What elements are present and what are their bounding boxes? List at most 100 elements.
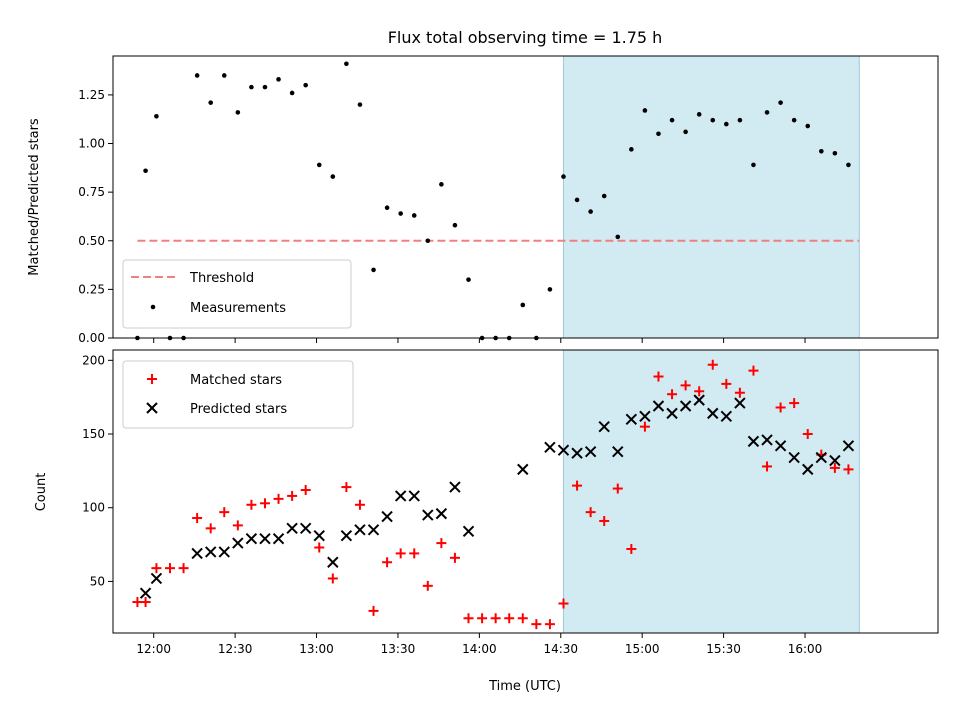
predicted-star-point — [774, 440, 787, 452]
matched-star-point — [151, 563, 162, 574]
measurement-point — [520, 302, 526, 308]
measurement-point — [629, 147, 634, 152]
matched-star-point — [517, 613, 528, 624]
matched-legend-marker — [147, 374, 157, 384]
predicted-star-point — [313, 530, 325, 542]
predicted-star-point — [571, 447, 583, 459]
predicted-star-point — [625, 413, 638, 425]
ratio-y-tick-label: 0.25 — [78, 282, 105, 296]
predicted-legend-label: Predicted stars — [190, 402, 287, 417]
matched-star-point — [694, 386, 705, 397]
matched-star-point — [314, 542, 325, 553]
ratio-y-tick-label: 1.00 — [78, 137, 105, 151]
predicted-star-point — [204, 546, 217, 558]
measurement-point — [832, 150, 838, 156]
predicted-star-point — [327, 556, 339, 568]
matched-star-point — [558, 598, 569, 609]
predicted-star-point — [707, 407, 719, 420]
predicted-star-point — [720, 410, 733, 423]
ratio-y-tick-label: 0.00 — [78, 331, 105, 345]
predicted-star-point — [788, 451, 800, 464]
measurement-point — [330, 174, 336, 179]
measurement-point — [425, 238, 431, 244]
predicted-star-point — [218, 546, 230, 558]
predicted-star-point — [734, 397, 746, 409]
predicted-star-point — [639, 410, 651, 423]
count-x-tick-label: 14:30 — [543, 642, 578, 656]
measurement-point — [615, 234, 621, 240]
measurement-point — [371, 267, 376, 273]
matched-star-point — [395, 548, 406, 559]
matched-star-point — [762, 461, 773, 472]
matched-star-point — [192, 513, 203, 524]
measurement-point — [439, 182, 444, 187]
count-x-tick-label: 15:30 — [706, 642, 741, 656]
measurement-point — [249, 84, 254, 90]
count-panel: 50 100 150 200 12:00 12:30 13:00 13:30 14:00 14:… — [34, 349, 939, 694]
measurement-point — [669, 117, 675, 123]
matched-star-point — [259, 498, 270, 509]
measurement-point — [276, 77, 281, 82]
matched-star-point — [639, 421, 650, 432]
matched-star-point — [246, 499, 257, 510]
measurement-point — [194, 73, 200, 78]
measurements-legend-label: Measurements — [190, 301, 286, 316]
predicted-star-point — [245, 532, 258, 545]
measurement-point — [357, 102, 363, 107]
predicted-star-point — [598, 420, 610, 433]
ratio-legend: Threshold Measurements — [122, 259, 352, 329]
count-y-tick-label: 100 — [82, 501, 105, 515]
measurement-point — [547, 287, 553, 292]
predicted-star-point — [381, 510, 393, 523]
count-y-axis-title: Count — [34, 473, 49, 512]
matched-star-point — [449, 552, 460, 563]
predicted-star-point — [802, 463, 814, 476]
matched-star-point — [721, 378, 732, 389]
count-x-tick-label: 16:00 — [788, 642, 823, 656]
matched-star-point — [368, 605, 379, 616]
matched-star-point — [205, 523, 216, 534]
measurement-point — [819, 148, 824, 154]
measurement-point — [398, 211, 403, 216]
count-x-tick-label: 14:00 — [462, 642, 497, 656]
measurement-point — [262, 84, 268, 90]
measurement-point — [642, 108, 648, 113]
measurement-point — [303, 82, 308, 88]
measurement-point — [588, 209, 593, 214]
predicted-star-point — [435, 507, 448, 520]
threshold-legend-label: Threshold — [189, 271, 254, 286]
measurement-point — [384, 205, 390, 210]
predicted-star-point — [259, 532, 271, 545]
x-axis-title: Time (UTC) — [488, 679, 561, 694]
predicted-star-point — [191, 547, 203, 560]
matched-star-point — [287, 490, 298, 501]
predicted-star-point — [815, 451, 828, 464]
ratio-y-tick-label: 1.25 — [78, 88, 105, 102]
count-x-tick-label: 13:30 — [381, 642, 416, 656]
ratio-y-tick-label: 0.50 — [78, 234, 105, 248]
matched-star-point — [409, 548, 420, 559]
predicted-star-point — [761, 434, 773, 446]
matched-star-point — [327, 573, 338, 584]
predicted-star-point — [747, 435, 760, 448]
measurement-point — [656, 131, 661, 137]
count-x-tick-label: 12:30 — [218, 642, 253, 656]
predicted-star-point — [829, 454, 841, 467]
figure-title: Flux total observing time = 1.75 h — [388, 28, 663, 47]
predicted-star-point — [139, 587, 152, 599]
ratio-panel-frame — [112, 55, 939, 339]
measurement-point — [344, 61, 349, 67]
matched-star-point — [490, 613, 501, 624]
predicted-star-point — [544, 441, 556, 453]
matched-star-point — [612, 483, 623, 494]
count-x-tick-label: 15:00 — [625, 642, 660, 656]
matched-star-point — [748, 365, 759, 376]
measurement-point — [316, 162, 322, 168]
matched-star-point — [382, 557, 393, 568]
measurement-point — [452, 222, 458, 228]
matched-star-point — [775, 402, 786, 413]
count-x-tick-label: 13:00 — [299, 642, 334, 656]
matched-star-point — [178, 563, 189, 574]
measurement-point — [411, 213, 417, 218]
